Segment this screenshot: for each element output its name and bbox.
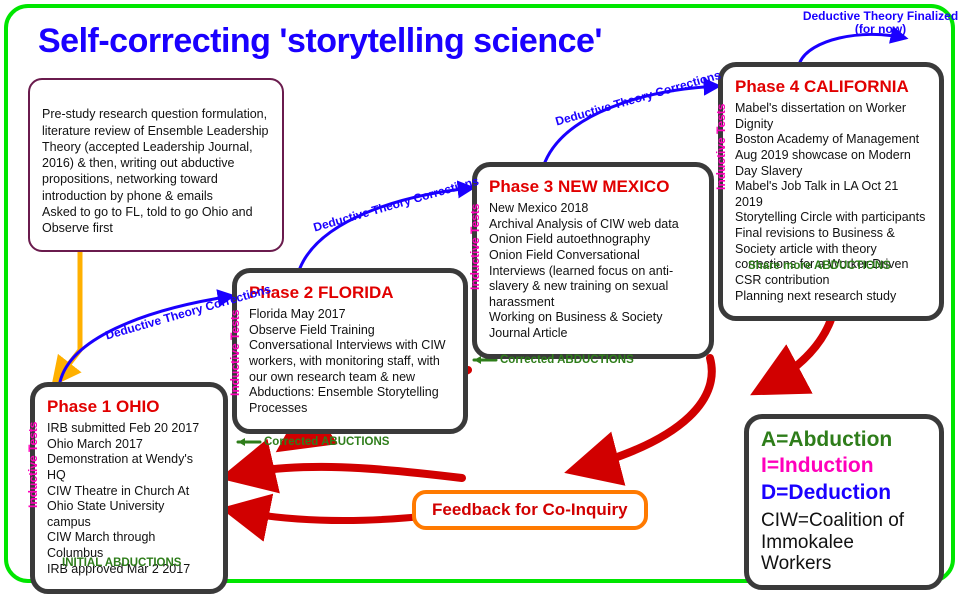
feedback-pill: Feedback for Co-Inquiry xyxy=(412,490,648,530)
legend-line-2: D=Deduction xyxy=(761,480,927,506)
phase4-box: Phase 4 CALIFORNIA Mabel's dissertation o… xyxy=(718,62,944,321)
phase2-heading: Phase 2 FLORIDA xyxy=(249,283,451,303)
phase3-heading: Phase 3 NEW MEXICO xyxy=(489,177,697,197)
phase1-heading: Phase 1 OHIO xyxy=(47,397,211,417)
diagram-frame: Self-correcting 'storytelling science' P… xyxy=(0,0,959,587)
prestudy-box: Pre-study research question formulation,… xyxy=(28,78,284,252)
ab2-tag: Corrected ABUCTIONS xyxy=(264,436,389,448)
inductive-label-2: Inductive Tests xyxy=(468,204,482,290)
inductive-label-0: Inductive Tests xyxy=(26,422,40,508)
ab1-tag: INITIAL ABDUCTIONS xyxy=(62,557,181,569)
inductive-label-1: Inductive Tests xyxy=(228,310,242,396)
ab3-tag: Corrected ABDUCTIONS xyxy=(500,354,634,366)
diagram-title: Self-correcting 'storytelling science' xyxy=(38,22,602,61)
legend-line-0: A=Abduction xyxy=(761,427,927,453)
phase3-box: Phase 3 NEW MEXICO New Mexico 2018 Archiv… xyxy=(472,162,714,359)
ab3-text: Corrected ABDUCTIONS xyxy=(500,354,634,366)
finalized-label: Deductive Theory Finalized (for now) xyxy=(802,10,959,35)
inductive-label-3: Inductive Tests xyxy=(714,104,728,190)
prestudy-text: Pre-study research question formulation,… xyxy=(42,107,269,235)
legend-line-1: I=Induction xyxy=(761,453,927,479)
legend-box: A=AbductionI=InductionD=Deduction CIW=Coa… xyxy=(744,414,944,590)
ab1-text: INITIAL ABDUCTIONS xyxy=(62,557,181,569)
feedback-text: Feedback for Co-Inquiry xyxy=(432,500,628,519)
phase4-body: Mabel's dissertation on Worker Dignity B… xyxy=(735,101,927,304)
ab4-tag: Share more ABDUCTIONS xyxy=(748,260,891,272)
phase2-body: Florida May 2017 Observe Field Training … xyxy=(249,307,451,416)
phase4-heading: Phase 4 CALIFORNIA xyxy=(735,77,927,97)
legend-sub: CIW=Coalition of Immokalee Workers xyxy=(761,510,927,576)
ab4-text: Share more ABDUCTIONS xyxy=(748,260,891,272)
ab2-text: Corrected ABUCTIONS xyxy=(264,436,389,448)
phase1-body: IRB submitted Feb 20 2017 Ohio March 201… xyxy=(47,421,211,577)
phase3-body: New Mexico 2018 Archival Analysis of CIW… xyxy=(489,201,697,342)
